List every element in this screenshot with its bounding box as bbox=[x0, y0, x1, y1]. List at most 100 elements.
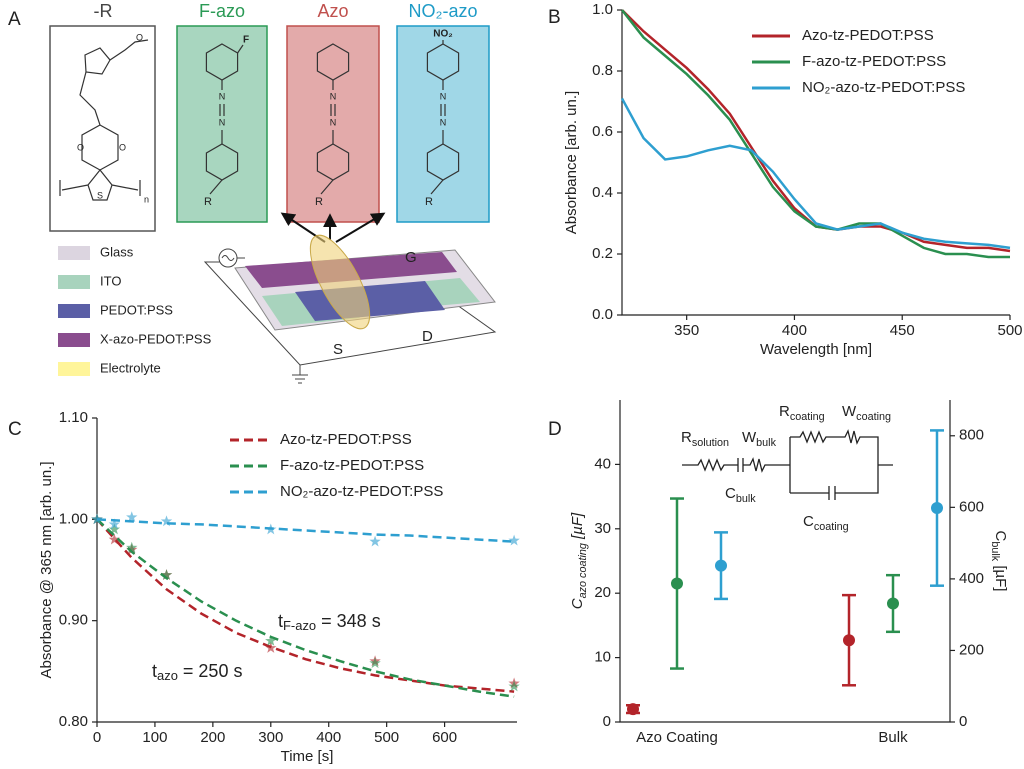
legend-label: PEDOT:PSS bbox=[100, 302, 173, 317]
circuit-label-part: solution bbox=[692, 437, 729, 449]
atom: S bbox=[97, 190, 103, 200]
star-marker bbox=[108, 518, 121, 530]
star-marker bbox=[369, 535, 381, 547]
series-line bbox=[96, 518, 515, 698]
x-tick-label: 500 bbox=[997, 322, 1022, 339]
atom: O bbox=[77, 142, 84, 152]
substituent: NO₂ bbox=[433, 29, 452, 40]
y-tick-label: 20 bbox=[594, 584, 611, 601]
legend-label: Electrolyte bbox=[100, 360, 161, 375]
circuit-label-part: coating bbox=[814, 521, 849, 533]
circuit-label-part: R bbox=[779, 403, 790, 420]
y-tick-label: 0.80 bbox=[59, 713, 88, 730]
annotation-part: = 250 s bbox=[178, 661, 243, 681]
circuit-label: Ccoating bbox=[803, 513, 849, 533]
no2-azo-box bbox=[396, 25, 490, 223]
legend-label: X-azo-PEDOT:PSS bbox=[100, 331, 212, 346]
f-azo-box bbox=[176, 25, 268, 223]
device: +- bbox=[203, 234, 497, 384]
axis-spine bbox=[619, 400, 951, 723]
star-marker bbox=[126, 541, 138, 553]
annotation: tF-azo = 348 s bbox=[278, 611, 381, 634]
point bbox=[671, 577, 683, 590]
y-tick-label: 1.00 bbox=[59, 510, 88, 527]
y-tick-label: 0.2 bbox=[592, 245, 613, 262]
star-marker bbox=[108, 533, 121, 545]
atom: N bbox=[219, 117, 226, 127]
y-tick-label: 1.0 bbox=[592, 1, 613, 18]
annotation-part: azo bbox=[157, 668, 178, 683]
atom: N bbox=[219, 91, 226, 101]
y-tick-label: 0.0 bbox=[592, 306, 613, 323]
y-axis-label-part: [µF] bbox=[569, 512, 586, 543]
circuit-label-part: W bbox=[742, 429, 757, 446]
circuit-label: Rsolution bbox=[681, 429, 729, 449]
y-tick-label: 10 bbox=[594, 649, 611, 666]
bond bbox=[320, 80, 336, 195]
y-tick-label: 200 bbox=[959, 641, 984, 658]
panel-label: D bbox=[548, 419, 562, 440]
circuit-label-part: bulk bbox=[756, 437, 776, 449]
legend-label: Azo-tz-PEDOT:PSS bbox=[280, 431, 412, 448]
point bbox=[627, 703, 639, 716]
x-tick-label: Bulk bbox=[878, 729, 908, 746]
legend-label: NO₂-azo-tz-PEDOT:PSS bbox=[802, 79, 965, 96]
y-tick-label: 0 bbox=[959, 713, 967, 730]
y-tick-label: 40 bbox=[594, 455, 611, 472]
x-axis-label: Wavelength [nm] bbox=[760, 341, 872, 358]
polymer-index: n bbox=[144, 194, 149, 204]
circuit-label-part: W bbox=[842, 403, 857, 420]
atom: N bbox=[440, 91, 447, 101]
series-line bbox=[621, 9, 1011, 253]
bond bbox=[237, 44, 244, 54]
series-line bbox=[96, 518, 515, 543]
x-tick-label: 300 bbox=[258, 729, 283, 746]
series-line bbox=[621, 9, 1010, 259]
circuit-label: Wcoating bbox=[842, 403, 891, 423]
atom: N bbox=[330, 91, 337, 101]
circuit-label-part: R bbox=[681, 429, 692, 446]
y2-axis-label-part: bulk bbox=[989, 541, 1001, 561]
star-marker bbox=[91, 513, 103, 525]
y-tick-label: 800 bbox=[959, 427, 984, 444]
molecule-title: NO₂-azo bbox=[408, 1, 477, 21]
y-tick-label: 1.10 bbox=[59, 409, 88, 426]
molecules: N N R F N N R N N R NO₂ bbox=[204, 29, 460, 208]
star-marker bbox=[126, 511, 138, 523]
y-tick-label: 0.4 bbox=[592, 184, 613, 201]
legend-label: Azo-tz-PEDOT:PSS bbox=[802, 27, 934, 44]
y-tick-label: 600 bbox=[959, 498, 984, 515]
star-marker bbox=[160, 515, 173, 527]
y-axis-label: Absorbance @ 365 nm [arb. un.] bbox=[38, 461, 55, 678]
legend-swatch bbox=[58, 275, 90, 289]
y-axis-label: Absorbance [arb. un.] bbox=[563, 91, 580, 234]
x-axis-label: Time [s] bbox=[281, 748, 334, 765]
atom: O bbox=[136, 32, 143, 42]
series-line bbox=[96, 518, 515, 693]
bond bbox=[430, 80, 446, 195]
star-marker bbox=[108, 523, 121, 535]
point bbox=[843, 634, 855, 647]
electrode-label: S bbox=[333, 341, 343, 358]
x-tick-label: 100 bbox=[142, 729, 167, 746]
molecule-title: Azo bbox=[317, 1, 348, 21]
point bbox=[887, 597, 899, 610]
x-tick-label: 400 bbox=[782, 322, 807, 339]
point bbox=[715, 559, 727, 572]
y-tick-label: 0.8 bbox=[592, 62, 613, 79]
star-marker bbox=[508, 680, 520, 692]
star-marker bbox=[160, 569, 173, 580]
star-marker bbox=[508, 534, 520, 546]
star-marker bbox=[369, 657, 381, 669]
legend-label: ITO bbox=[100, 273, 121, 288]
y-axis-label-part: C bbox=[569, 598, 586, 609]
end-group: R bbox=[425, 196, 433, 208]
legend-label: F-azo-tz-PEDOT:PSS bbox=[280, 457, 424, 474]
bond bbox=[209, 80, 225, 195]
legend-label: NO₂-azo-tz-PEDOT:PSS bbox=[280, 483, 443, 500]
r-group-structure bbox=[59, 39, 149, 201]
x-tick-label: Azo Coating bbox=[636, 729, 718, 746]
annotation-part: t bbox=[152, 661, 157, 681]
circuit-label-part: bulk bbox=[736, 493, 756, 505]
